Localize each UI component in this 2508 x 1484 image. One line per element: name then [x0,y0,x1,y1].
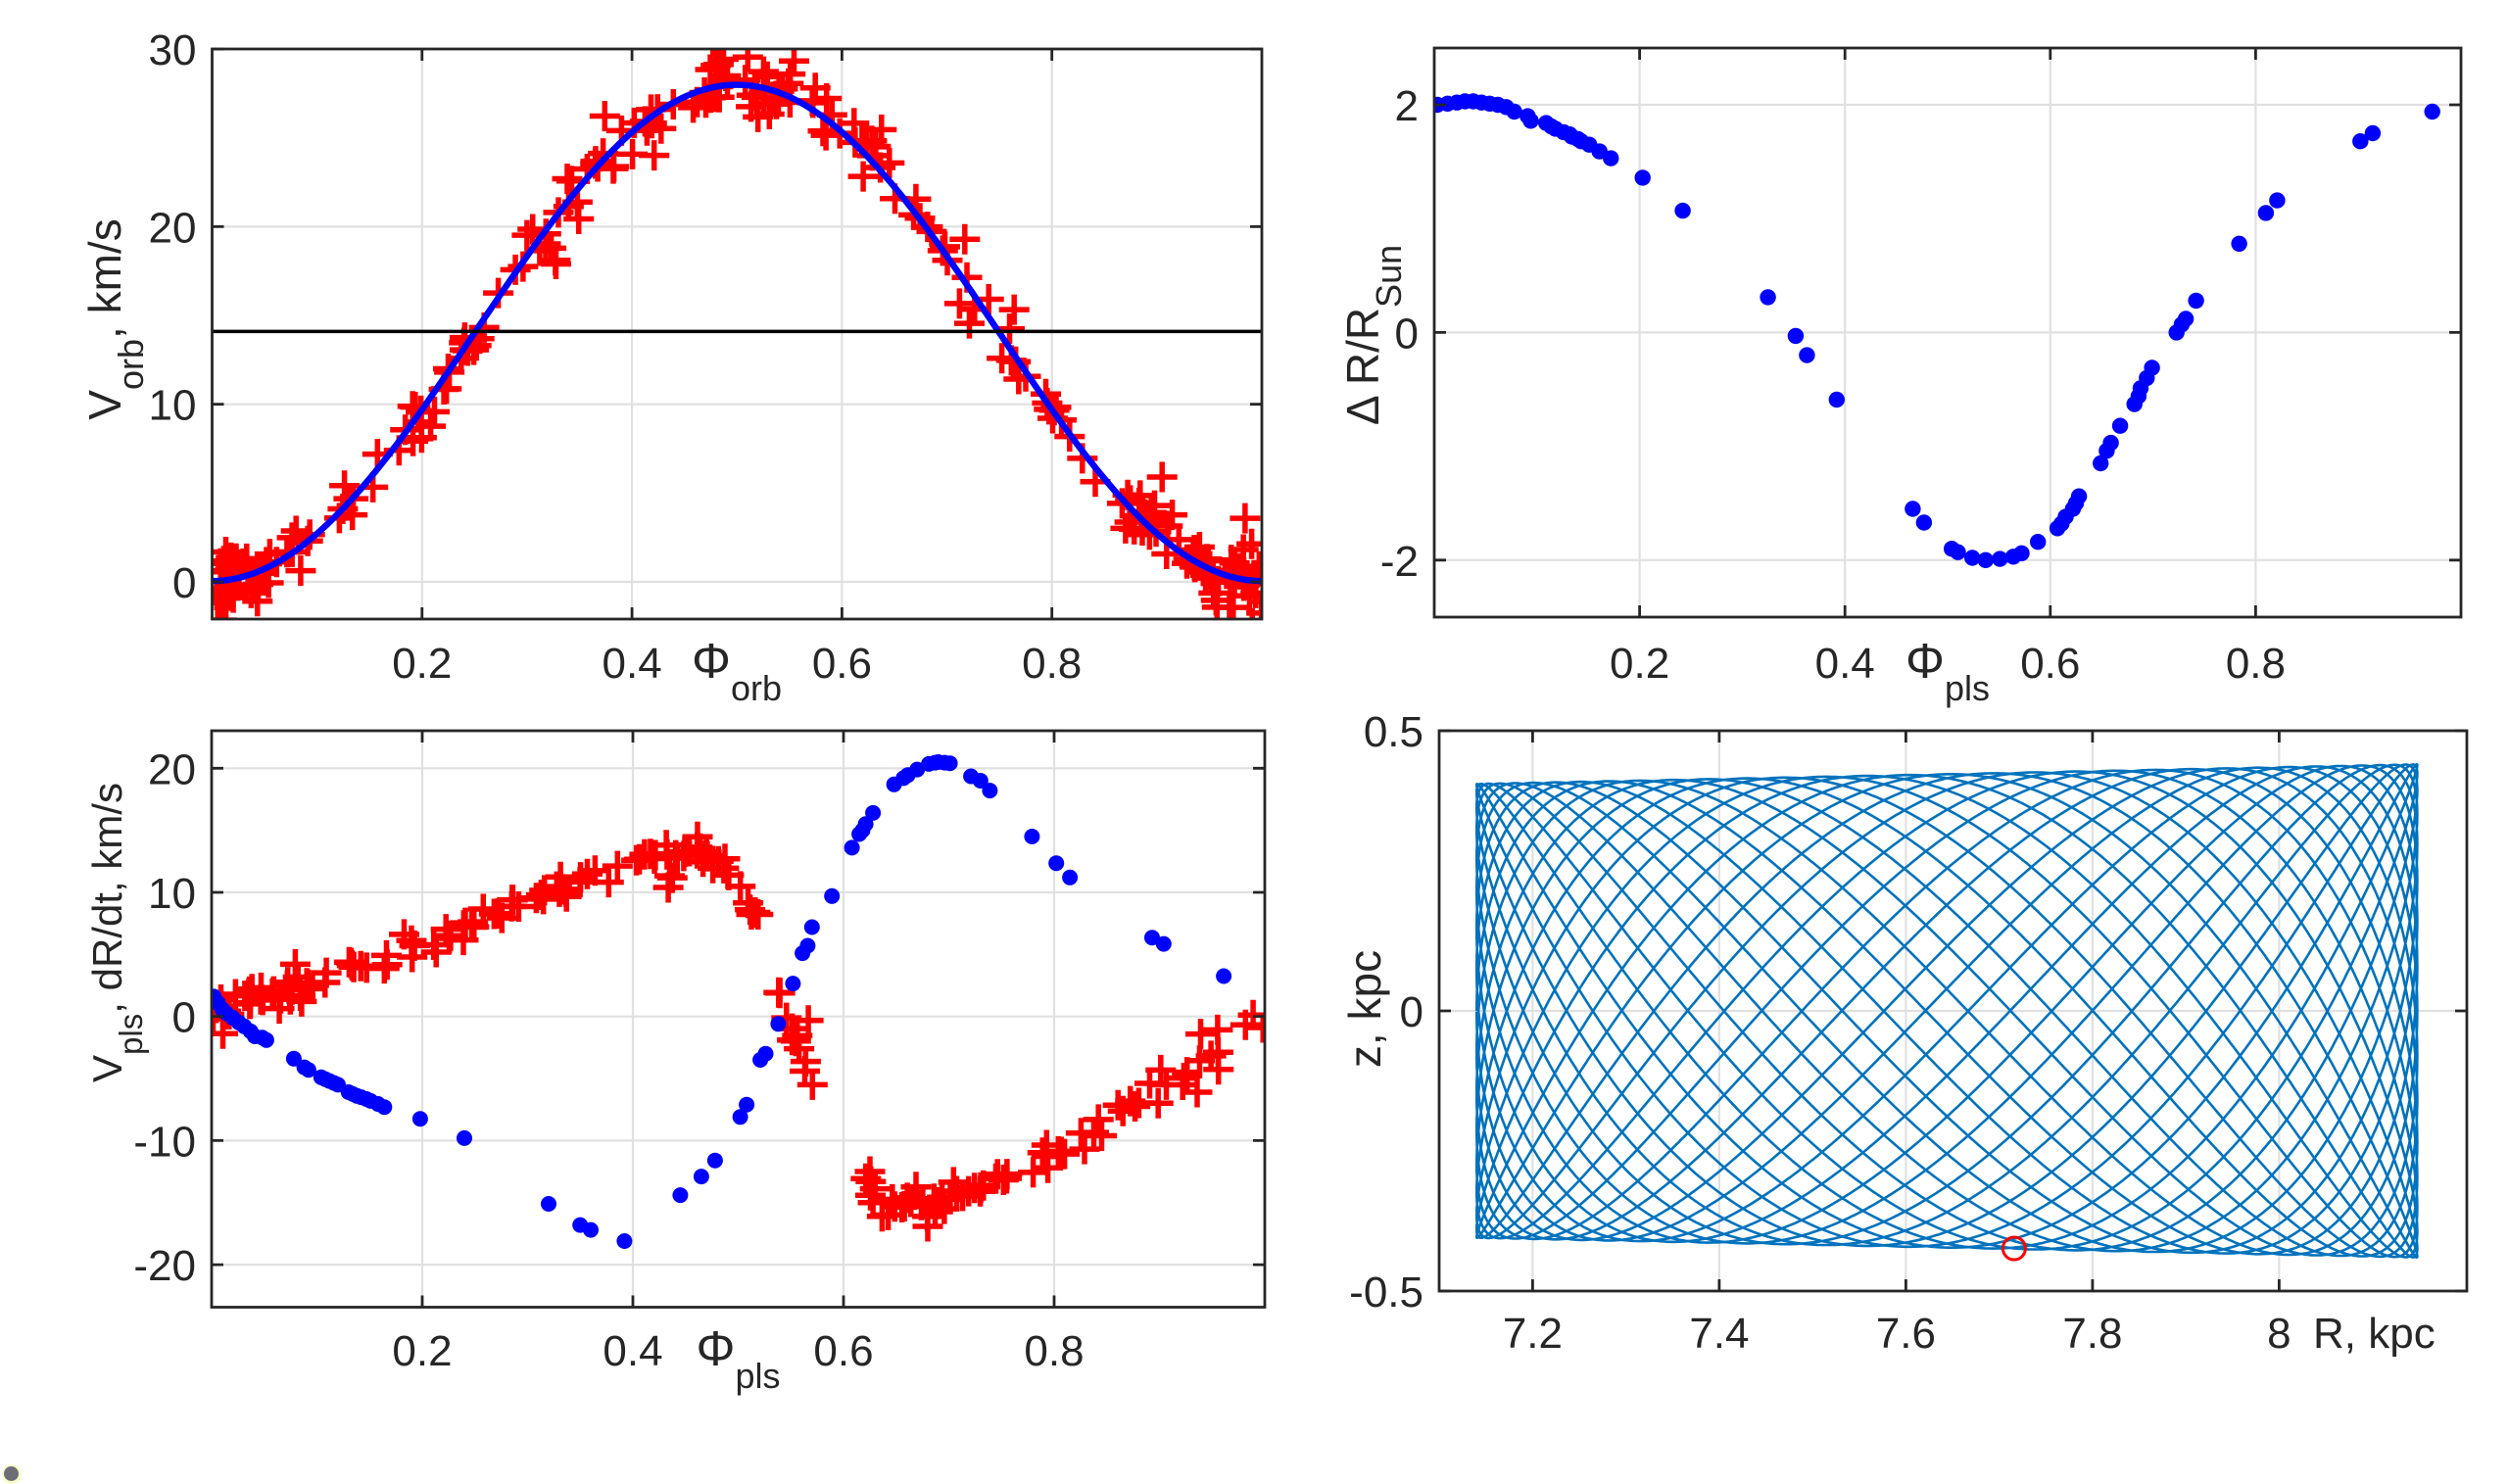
svg-text:z, kpc: z, kpc [1339,950,1390,1068]
svg-text:-0.5: -0.5 [1349,1269,1423,1316]
svg-text:0.8: 0.8 [1022,640,1082,688]
svg-text:7.2: 7.2 [1503,1310,1563,1358]
svg-text:0: 0 [172,994,196,1042]
svg-text:0.8: 0.8 [1024,1327,1084,1375]
svg-text:20: 20 [148,745,196,793]
svg-text:7.8: 7.8 [2062,1310,2122,1358]
svg-text:0: 0 [1400,988,1423,1036]
svg-text:0.4: 0.4 [603,1327,662,1375]
svg-text:30: 30 [149,26,197,74]
svg-text:0.4: 0.4 [1815,640,1875,688]
svg-text:7.6: 7.6 [1876,1310,1936,1358]
svg-text:20: 20 [149,204,197,252]
svg-text:10: 10 [148,870,196,918]
svg-text:2: 2 [1395,82,1419,130]
svg-text:0.6: 0.6 [812,640,872,688]
svg-text:10: 10 [149,382,197,430]
svg-text:-10: -10 [133,1118,196,1166]
svg-text:7.4: 7.4 [1689,1310,1749,1358]
svg-text:0.4: 0.4 [603,640,662,688]
svg-text:0.5: 0.5 [1364,708,1423,756]
svg-text:0.8: 0.8 [2226,640,2286,688]
svg-text:8: 8 [2267,1310,2291,1358]
svg-text:0.2: 0.2 [392,1327,452,1375]
svg-text:0: 0 [172,559,196,607]
svg-text:R, kpc: R, kpc [2313,1310,2436,1358]
svg-text:0: 0 [1395,310,1419,358]
svg-text:-2: -2 [1380,538,1419,586]
svg-text:0.6: 0.6 [2020,640,2080,688]
svg-text:0.6: 0.6 [813,1327,873,1375]
svg-text:0.2: 0.2 [392,640,452,688]
svg-text:-20: -20 [133,1242,196,1290]
svg-text:0.2: 0.2 [1610,640,1669,688]
